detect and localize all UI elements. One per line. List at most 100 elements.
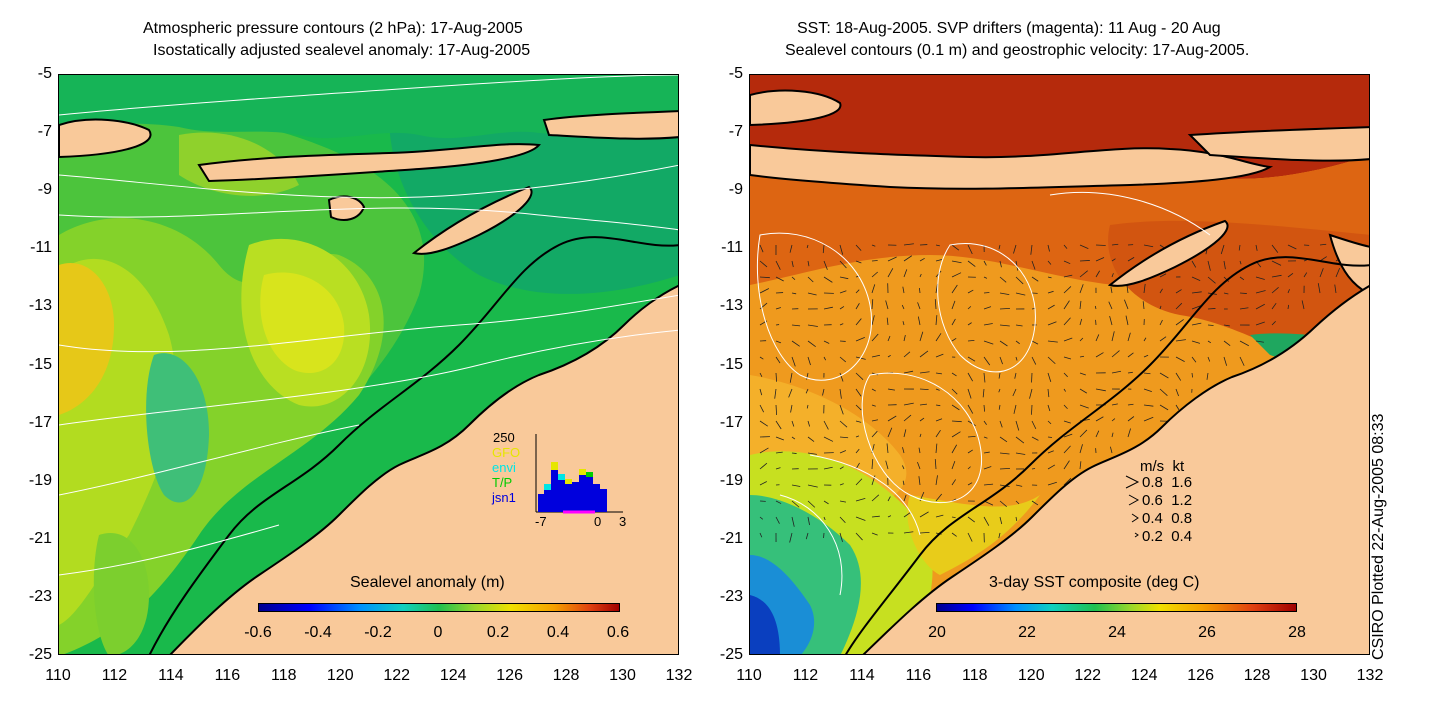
right-x-tick-label: 120 xyxy=(1017,667,1045,684)
velocity-vector xyxy=(1207,308,1216,310)
histogram-bar xyxy=(551,462,558,512)
velocity-vector xyxy=(823,306,833,310)
velocity-vector xyxy=(839,466,844,470)
velocity-vector xyxy=(983,372,986,383)
velocity-vector xyxy=(935,443,938,454)
velocity-vector xyxy=(1206,372,1209,380)
velocity-vector xyxy=(1223,340,1231,346)
velocity-vector xyxy=(1207,260,1211,271)
right-colorbar-tick: 20 xyxy=(928,624,946,641)
velocity-vector xyxy=(1191,291,1202,294)
velocity-vector xyxy=(1127,371,1133,374)
velocity-vector xyxy=(855,532,863,541)
pressure-contour xyxy=(59,207,678,231)
velocity-vector xyxy=(871,459,874,470)
right-colorbar-title: 3-day SST composite (deg C) xyxy=(989,574,1200,591)
velocity-vector xyxy=(903,334,906,342)
velocity-vector xyxy=(1079,300,1082,310)
velocity-vector xyxy=(759,404,765,413)
velocity-vector xyxy=(951,404,960,411)
velocity-vector xyxy=(1239,356,1245,366)
velocity-vector xyxy=(1334,284,1337,294)
velocity-vector xyxy=(919,331,924,342)
velocity-vector xyxy=(967,260,976,267)
velocity-vector xyxy=(1191,356,1197,363)
velocity-vector xyxy=(1047,290,1054,294)
sealevel-contours xyxy=(756,191,1211,596)
velocity-vector xyxy=(967,420,976,427)
right-x-tick-label: 132 xyxy=(1356,667,1384,684)
velocity-vector xyxy=(855,435,860,438)
velocity-vector xyxy=(1015,356,1018,361)
velocity-vector xyxy=(807,484,818,488)
velocity-vector xyxy=(807,356,811,366)
velocity-ms-value: 0.4 xyxy=(1142,510,1163,527)
velocity-vector xyxy=(983,436,988,439)
velocity-ms-value: 0.8 xyxy=(1142,474,1163,491)
velocity-vector xyxy=(871,271,878,278)
velocity-vector xyxy=(839,483,844,486)
velocity-vector xyxy=(759,447,769,454)
left-x-tick-label: 110 xyxy=(45,667,71,684)
velocity-vector xyxy=(1031,468,1036,470)
velocity-vector xyxy=(1239,340,1249,347)
histogram-bar xyxy=(558,474,565,512)
velocity-vector xyxy=(887,415,897,422)
left-colorbar-title: Sealevel anomaly (m) xyxy=(350,574,505,591)
left-y-tick-label: -15 xyxy=(28,355,52,373)
velocity-vector xyxy=(934,459,937,470)
velocity-vector xyxy=(1063,274,1073,278)
velocity-vector xyxy=(1319,268,1324,278)
velocity-vector xyxy=(1223,292,1229,295)
velocity-vector xyxy=(999,292,1010,296)
velocity-vector xyxy=(791,260,794,268)
left-y-tick-label: -23 xyxy=(28,587,52,605)
velocity-kt-value: 0.8 xyxy=(1171,510,1193,527)
velocity-vector xyxy=(855,388,862,397)
velocity-vector xyxy=(999,452,1010,455)
right-x-tick-label: 118 xyxy=(962,667,988,684)
velocity-vector xyxy=(887,515,892,518)
left-x-tick-label: 124 xyxy=(439,667,467,684)
anomaly-patch xyxy=(59,263,114,415)
velocity-vector xyxy=(1095,388,1106,392)
velocity-vector xyxy=(775,372,778,382)
right-colorbar-tick: 28 xyxy=(1288,624,1306,641)
velocity-vector xyxy=(839,244,844,255)
velocity-vector xyxy=(855,497,866,502)
sst-patch xyxy=(750,595,780,654)
velocity-vector xyxy=(759,356,764,360)
velocity-vector xyxy=(1110,286,1113,294)
velocity-vector xyxy=(1175,356,1185,362)
velocity-vector xyxy=(935,259,942,262)
velocity-vector xyxy=(1191,340,1201,344)
velocity-vector xyxy=(1079,260,1090,262)
velocity-vector xyxy=(951,420,962,423)
velocity-vector xyxy=(1015,484,1023,487)
velocity-vector xyxy=(1079,461,1082,470)
anomaly-patches xyxy=(59,106,678,654)
right-y-tick-label: -15 xyxy=(719,355,743,373)
velocity-vector xyxy=(999,436,1008,443)
velocity-vector xyxy=(1175,388,1180,397)
velocity-vector xyxy=(790,404,793,413)
velocity-vector xyxy=(951,337,957,342)
right-y-tick-label: -21 xyxy=(719,529,743,547)
velocity-vector xyxy=(1143,337,1147,342)
velocity-vector xyxy=(1015,500,1020,505)
velocity-vector xyxy=(839,260,847,269)
velocity-vector xyxy=(871,515,880,518)
velocity-vector xyxy=(919,388,929,391)
anomaly-patch xyxy=(93,533,149,654)
velocity-vector xyxy=(806,244,809,249)
velocity-vector xyxy=(1127,403,1134,406)
left-y-tick-label: -25 xyxy=(28,646,52,663)
velocity-vector xyxy=(1142,301,1145,310)
velocity-vector xyxy=(935,372,943,375)
velocity-vector xyxy=(1079,444,1083,454)
velocity-vector xyxy=(1015,436,1025,444)
velocity-vector xyxy=(1015,340,1020,345)
right-colorbar-tick: 22 xyxy=(1018,624,1036,641)
velocity-vector xyxy=(1031,500,1039,506)
left-x-tick-label: 122 xyxy=(383,667,411,684)
